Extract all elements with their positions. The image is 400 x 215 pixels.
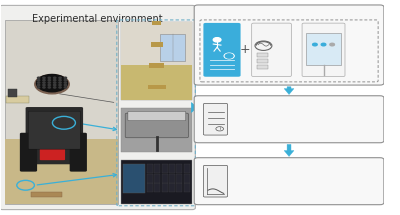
Bar — [154, 183, 160, 192]
Bar — [176, 183, 182, 192]
Bar — [160, 34, 185, 61]
Circle shape — [54, 77, 56, 78]
Circle shape — [321, 43, 326, 46]
Bar — [169, 183, 175, 192]
Bar — [169, 164, 175, 173]
Circle shape — [54, 84, 56, 86]
FancyBboxPatch shape — [20, 133, 37, 172]
Circle shape — [59, 84, 61, 86]
Bar — [121, 22, 192, 69]
Bar — [148, 85, 166, 89]
FancyBboxPatch shape — [194, 158, 384, 205]
Bar — [162, 174, 168, 183]
Circle shape — [43, 80, 45, 81]
Circle shape — [43, 87, 45, 88]
Bar — [123, 164, 144, 193]
FancyBboxPatch shape — [28, 111, 80, 149]
Circle shape — [48, 77, 50, 78]
Bar — [121, 22, 192, 100]
Bar — [176, 164, 182, 173]
FancyBboxPatch shape — [125, 113, 188, 138]
Bar — [306, 33, 341, 65]
Circle shape — [213, 38, 221, 42]
Text: Experimental environment: Experimental environment — [32, 14, 163, 24]
Circle shape — [64, 80, 66, 81]
Text: Task 1 +Task 2+Task 3: Task 1 +Task 2+Task 3 — [232, 114, 342, 124]
Bar — [151, 42, 163, 47]
Circle shape — [330, 43, 334, 46]
Circle shape — [48, 82, 50, 83]
Bar — [147, 174, 153, 183]
Bar — [176, 174, 182, 183]
Circle shape — [43, 77, 45, 78]
Circle shape — [64, 77, 66, 78]
Circle shape — [43, 82, 45, 83]
Circle shape — [54, 80, 56, 81]
Bar — [147, 164, 153, 173]
FancyBboxPatch shape — [194, 96, 384, 143]
Circle shape — [59, 77, 61, 78]
Bar — [4, 20, 118, 204]
Circle shape — [64, 84, 66, 86]
Bar — [121, 65, 192, 100]
Circle shape — [64, 82, 66, 83]
Circle shape — [38, 82, 40, 83]
FancyBboxPatch shape — [194, 5, 384, 85]
Circle shape — [54, 87, 56, 88]
FancyBboxPatch shape — [26, 107, 83, 164]
Circle shape — [54, 82, 56, 83]
FancyBboxPatch shape — [203, 23, 240, 77]
FancyBboxPatch shape — [302, 23, 345, 77]
FancyBboxPatch shape — [40, 126, 65, 160]
Circle shape — [48, 87, 50, 88]
Bar — [154, 164, 160, 173]
Circle shape — [225, 54, 233, 58]
FancyBboxPatch shape — [203, 103, 228, 135]
Circle shape — [313, 43, 317, 46]
FancyBboxPatch shape — [0, 5, 195, 210]
Bar — [121, 160, 192, 204]
Circle shape — [59, 87, 61, 88]
Bar — [147, 183, 153, 192]
FancyBboxPatch shape — [128, 111, 186, 121]
Bar — [149, 63, 164, 68]
Bar — [169, 174, 175, 183]
FancyBboxPatch shape — [203, 165, 228, 197]
Circle shape — [36, 74, 68, 92]
Bar — [257, 53, 268, 57]
Circle shape — [48, 80, 50, 81]
Bar — [4, 139, 118, 204]
Bar — [154, 174, 160, 183]
Circle shape — [43, 84, 45, 86]
Bar — [184, 183, 190, 192]
Bar — [152, 21, 162, 25]
Text: +: + — [240, 43, 250, 56]
Bar — [162, 164, 168, 173]
Bar — [6, 96, 30, 103]
Bar — [184, 164, 190, 173]
Text: Data collection and analysis: Data collection and analysis — [232, 176, 370, 186]
Circle shape — [48, 84, 50, 86]
Circle shape — [35, 75, 69, 94]
Circle shape — [224, 53, 234, 59]
FancyBboxPatch shape — [70, 133, 87, 172]
Circle shape — [59, 80, 61, 81]
Circle shape — [38, 87, 40, 88]
Text: Data record: Data record — [258, 12, 320, 22]
Circle shape — [38, 77, 40, 78]
Circle shape — [64, 87, 66, 88]
Circle shape — [38, 80, 40, 81]
Bar — [31, 192, 62, 197]
Bar — [257, 59, 268, 63]
FancyBboxPatch shape — [252, 23, 291, 77]
Bar — [121, 108, 192, 152]
Circle shape — [38, 84, 40, 86]
Bar — [162, 183, 168, 192]
Bar — [8, 89, 17, 97]
Bar — [184, 174, 190, 183]
Circle shape — [59, 82, 61, 83]
Bar — [257, 65, 268, 69]
